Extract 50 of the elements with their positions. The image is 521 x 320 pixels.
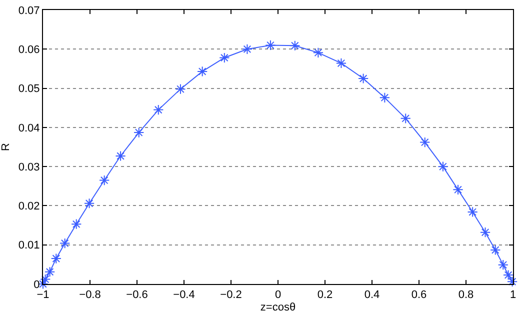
point	[175, 84, 186, 94]
point	[219, 52, 230, 64]
point	[480, 227, 491, 238]
y-tick-label: 0.05	[18, 83, 40, 96]
point	[336, 58, 347, 69]
point	[50, 253, 62, 264]
x-tick-label: −0.4	[173, 289, 195, 302]
point	[265, 40, 276, 51]
point	[115, 150, 126, 162]
point	[60, 238, 70, 249]
y-tick-label: 0.07	[18, 4, 40, 17]
point	[420, 137, 430, 148]
point	[84, 198, 95, 209]
y-tick-label: 0.04	[18, 122, 40, 134]
point	[452, 184, 464, 195]
point	[379, 92, 390, 103]
point	[490, 244, 501, 256]
point	[242, 44, 253, 54]
point	[197, 66, 208, 77]
point	[290, 40, 300, 51]
x-tick-label: −0.6	[126, 289, 148, 302]
point	[134, 127, 144, 138]
x-tick-label: 0	[274, 289, 282, 302]
point	[400, 113, 411, 124]
y-tick-label: 0	[34, 278, 40, 291]
point	[506, 276, 518, 287]
x-tick-label: 1	[510, 289, 516, 302]
x-tick-label: 0.4	[364, 289, 380, 302]
x-tick-label: 0.2	[317, 289, 333, 302]
point	[438, 161, 448, 172]
point	[498, 260, 508, 270]
y-tick-label: 0.02	[18, 200, 40, 213]
point	[503, 270, 514, 280]
point	[467, 206, 478, 218]
point	[312, 47, 324, 58]
y-tick-label: 0.03	[18, 161, 40, 174]
point	[358, 73, 369, 84]
x-tick-label: −0.8	[79, 289, 101, 302]
x-tick-label: 0.8	[458, 289, 474, 302]
y-tick-label: 0.06	[18, 44, 40, 56]
x-axis-title: z=cosθ	[260, 301, 296, 314]
point	[153, 104, 164, 116]
x-tick-label: −1	[36, 289, 50, 302]
x-tick-label: −0.2	[220, 289, 242, 302]
point	[99, 174, 110, 186]
x-tick-label: 0.6	[411, 289, 427, 302]
y-axis-title: R	[0, 142, 12, 151]
point	[71, 218, 82, 230]
y-tick-label: 0.01	[18, 240, 40, 252]
point	[44, 266, 56, 278]
